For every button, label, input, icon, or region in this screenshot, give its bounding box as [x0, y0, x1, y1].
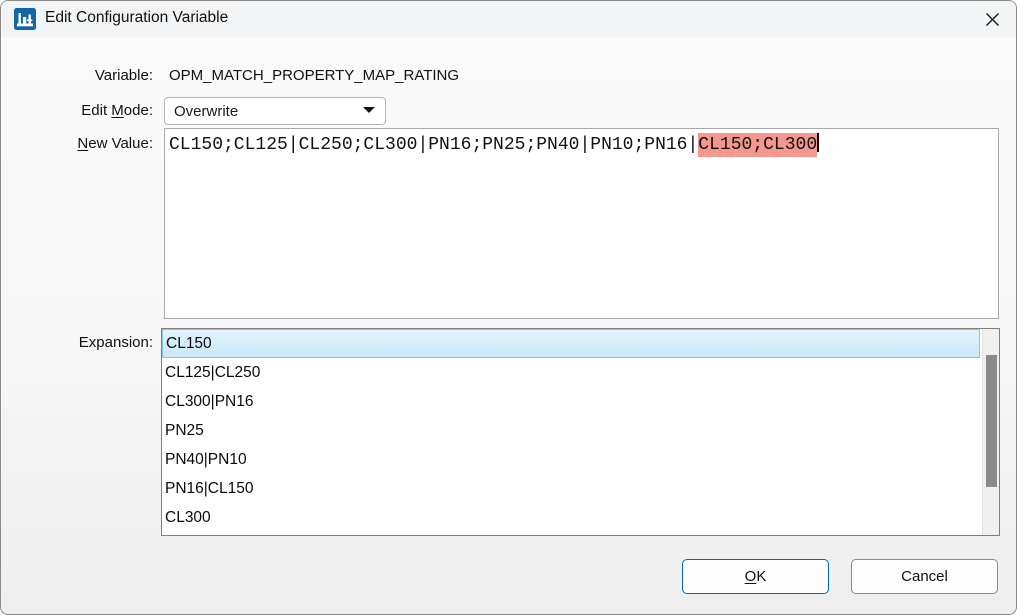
titlebar: Edit Configuration Variable — [1, 1, 1016, 37]
close-button[interactable] — [976, 4, 1008, 34]
expansion-list-item[interactable]: CL300|PN16 — [165, 393, 254, 410]
scrollbar-thumb[interactable] — [986, 355, 997, 487]
ok-button[interactable]: OK — [682, 559, 829, 594]
edit-mode-dropdown[interactable]: Overwrite — [164, 97, 386, 125]
expansion-list-item[interactable]: PN40|PN10 — [165, 451, 247, 468]
new-value-selected-text: CL150;CL300 — [698, 133, 818, 157]
app-plant-icon — [14, 8, 36, 30]
variable-value: OPM_MATCH_PROPERTY_MAP_RATING — [169, 67, 460, 84]
new-value-textarea[interactable]: CL150;CL125|CL250;CL300|PN16;PN25;PN40|P… — [164, 128, 999, 319]
expansion-list-item[interactable]: CL300 — [165, 509, 211, 526]
expansion-list-item[interactable]: PN16|CL150 — [165, 480, 254, 497]
expansion-list-item[interactable]: CL125|CL250 — [165, 364, 261, 381]
dialog-title: Edit Configuration Variable — [45, 9, 229, 26]
chevron-down-icon — [363, 107, 375, 113]
text-caret — [817, 133, 819, 152]
variable-label: Variable: — [94, 67, 153, 84]
edit-mode-label: Edit Mode: — [81, 102, 153, 119]
cancel-button[interactable]: Cancel — [851, 559, 998, 594]
expansion-scrollbar[interactable] — [982, 329, 999, 535]
expansion-list-item[interactable]: CL150 — [162, 329, 980, 358]
expansion-listbox[interactable]: CL150 CL125|CL250 CL300|PN16 PN25 PN40|P… — [161, 328, 1000, 536]
expansion-label: Expansion: — [78, 334, 153, 351]
close-icon — [985, 12, 999, 26]
edit-mode-selected-value: Overwrite — [174, 102, 239, 120]
new-value-text: CL150;CL125|CL250;CL300|PN16;PN25;PN40|P… — [169, 135, 699, 155]
expansion-list-item[interactable]: PN25 — [165, 422, 204, 439]
new-value-label: New Value: — [77, 135, 153, 152]
